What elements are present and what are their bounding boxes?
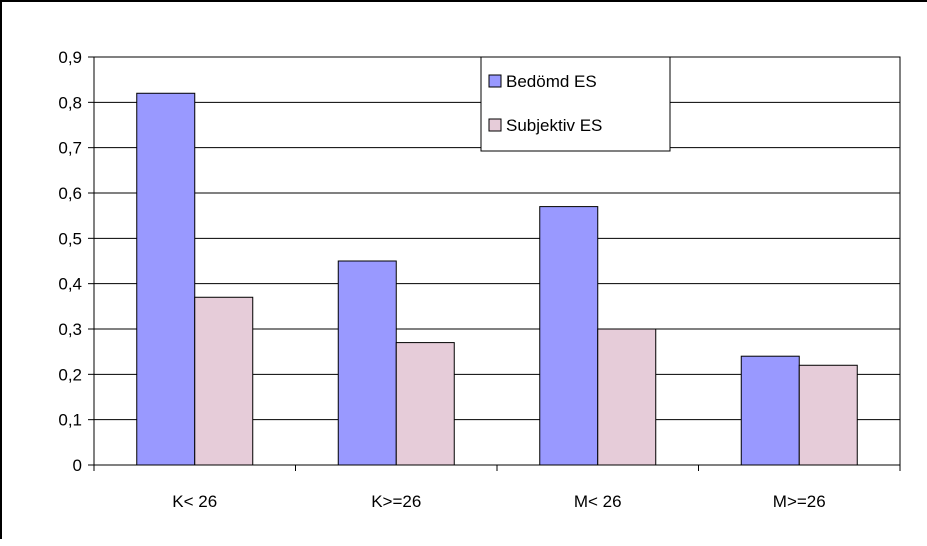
y-tick-label: 0,4	[58, 275, 82, 294]
bars	[136, 92, 858, 466]
x-tick-label: M< 26	[574, 492, 622, 511]
x-tick-label: K< 26	[172, 492, 217, 511]
legend: Bedömd ES Subjektiv ES	[480, 56, 671, 152]
y-tick-label: 0,7	[58, 139, 82, 158]
bar-subjektiv-0	[194, 296, 254, 466]
y-tick-label: 0,2	[58, 365, 82, 384]
legend-swatch	[488, 118, 502, 132]
bar-bedomd-3	[740, 355, 800, 466]
legend-label: Subjektiv ES	[506, 116, 602, 135]
y-tick-label: 0,1	[58, 411, 82, 430]
y-tick-label: 0,9	[58, 48, 82, 67]
x-axis: K< 26 K>=26 M< 26 M>=26	[93, 464, 901, 511]
legend-label: Bedömd ES	[506, 72, 597, 91]
bar-subjektiv-3	[798, 364, 858, 466]
bar-bedomd-0	[136, 92, 196, 466]
bar-subjektiv-2	[597, 328, 657, 466]
y-tick-label: 0,6	[58, 184, 82, 203]
bar-bedomd-1	[337, 260, 397, 466]
legend-box	[480, 56, 671, 152]
x-tick-label: M>=26	[773, 492, 826, 511]
y-axis: 0 0,1 0,2 0,3 0,4 0,5 0,6 0,7 0,8 0,9	[58, 48, 95, 475]
legend-swatch	[488, 74, 502, 88]
x-tick-label: K>=26	[371, 492, 421, 511]
y-tick-label: 0	[73, 456, 82, 475]
y-tick-label: 0,3	[58, 320, 82, 339]
bar-bedomd-2	[539, 206, 599, 466]
y-tick-label: 0,5	[58, 229, 82, 248]
y-tick-label: 0,8	[58, 93, 82, 112]
bar-subjektiv-1	[395, 342, 455, 466]
